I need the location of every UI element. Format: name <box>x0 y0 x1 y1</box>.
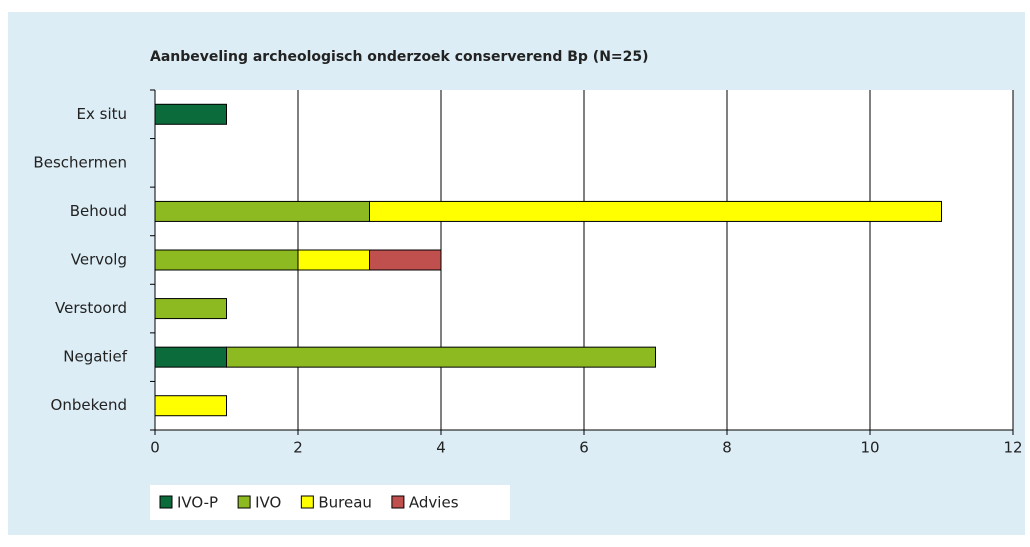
y-tick-label: Negatief <box>63 348 127 366</box>
bar-segment <box>369 200 942 222</box>
x-tick-label: 4 <box>436 439 446 457</box>
bar-segment <box>226 346 656 368</box>
legend-swatch <box>159 495 173 509</box>
x-tick-label: 8 <box>722 439 732 457</box>
bar-segment <box>154 249 299 271</box>
x-tick-label: 12 <box>1003 439 1022 457</box>
bar-segment <box>154 298 227 320</box>
legend-swatch <box>391 495 405 509</box>
legend-swatch <box>237 495 251 509</box>
y-tick-label: Onbekend <box>51 396 127 414</box>
y-tick-label: Verstoord <box>55 299 127 317</box>
bar-segment <box>154 395 227 417</box>
y-tick-label: Behoud <box>70 202 127 220</box>
legend-label: Advies <box>409 494 459 512</box>
legend-label: IVO <box>255 494 281 512</box>
bar-segment <box>154 346 227 368</box>
bar-segment <box>369 249 442 271</box>
legend-label: IVO-P <box>177 494 218 512</box>
bar-segment <box>297 249 370 271</box>
x-tick-label: 0 <box>150 439 160 457</box>
y-tick-label: Ex situ <box>77 105 128 123</box>
bar-segment <box>154 200 370 222</box>
x-tick-label: 6 <box>579 439 589 457</box>
y-tick-label: Beschermen <box>33 153 127 171</box>
legend-label: Bureau <box>318 494 372 512</box>
legend-swatch <box>300 495 314 509</box>
x-tick-label: 2 <box>293 439 303 457</box>
legend <box>150 485 510 520</box>
y-tick-label: Vervolg <box>71 251 127 269</box>
chart-title: Aanbeveling archeologisch onderzoek cons… <box>150 49 649 65</box>
x-tick-label: 10 <box>860 439 879 457</box>
bar-segment <box>154 103 227 125</box>
